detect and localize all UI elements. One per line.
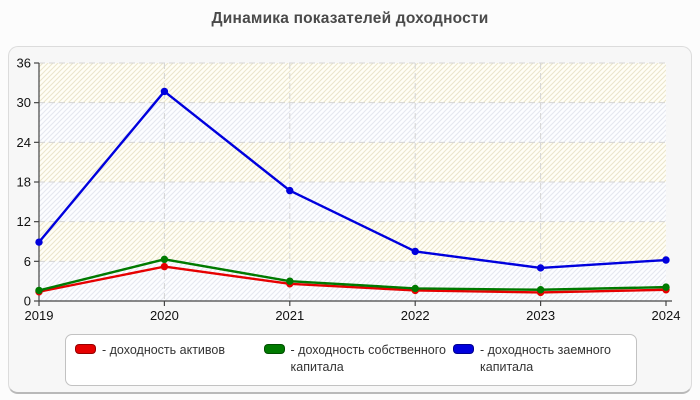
svg-text:0: 0 <box>24 294 31 309</box>
legend: - доходность активов - доходность собств… <box>65 334 637 386</box>
legend-entry-equity: - доходность собственного капитала <box>263 342 453 376</box>
equity-series-swatch-icon <box>263 344 285 354</box>
svg-text:2020: 2020 <box>150 308 179 323</box>
legend-label-assets: - доходность активов <box>102 343 225 357</box>
borrowed-series-swatch-icon <box>453 344 474 354</box>
svg-text:30: 30 <box>17 95 31 110</box>
svg-text:2024: 2024 <box>652 308 681 323</box>
chart-panel: 0 6 12 18 24 30 36 2019 2020 2021 2022 2023 2024 - д… <box>8 46 692 394</box>
legend-label-borrowed: - доходность заемного капитала <box>480 343 611 374</box>
svg-text:2022: 2022 <box>401 308 430 323</box>
svg-text:6: 6 <box>24 254 31 269</box>
legend-entry-assets: - доходность активов <box>75 342 264 359</box>
line-chart: 0 6 12 18 24 30 36 2019 2020 2021 2022 2023 2024 <box>17 56 681 324</box>
svg-text:2021: 2021 <box>275 308 304 323</box>
svg-text:24: 24 <box>17 135 31 150</box>
legend-entry-borrowed: - доходность заемного капитала <box>453 342 628 376</box>
svg-text:2019: 2019 <box>25 308 54 323</box>
chart-title: Динамика показателей доходности <box>211 10 489 27</box>
legend-label-equity: - доходность собственного капитала <box>290 343 446 374</box>
svg-text:12: 12 <box>17 214 31 229</box>
svg-text:36: 36 <box>17 56 31 71</box>
assets-series-swatch-icon <box>75 344 96 354</box>
svg-text:2023: 2023 <box>526 308 555 323</box>
svg-text:18: 18 <box>17 175 31 190</box>
